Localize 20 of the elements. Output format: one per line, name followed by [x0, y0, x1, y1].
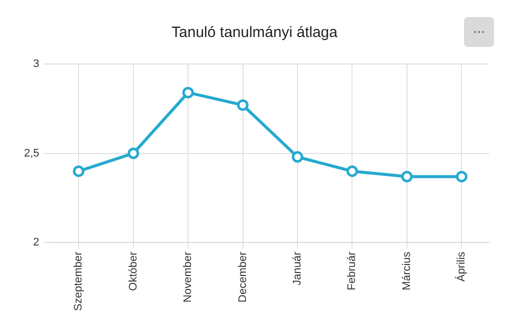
- point: [237, 99, 249, 111]
- x-tick-label: Január: [292, 251, 304, 286]
- y-tick-label: 2: [33, 236, 40, 249]
- x-tick-label: Október: [127, 251, 140, 291]
- point: [72, 165, 84, 177]
- y-tick-label: 3: [33, 58, 40, 70]
- y-tick-label: 2,5: [24, 147, 40, 160]
- x-tick-label: Március: [400, 251, 413, 290]
- x-tick-label: November: [182, 251, 194, 302]
- point: [292, 151, 304, 163]
- point: [128, 148, 140, 160]
- point: [401, 170, 413, 182]
- x-tick-label: Szeptember: [72, 251, 85, 312]
- point: [346, 165, 358, 177]
- point: [456, 170, 468, 182]
- x-tick-label: Február: [346, 251, 358, 290]
- point: [182, 86, 194, 98]
- chart-title: Tanuló tanulmányi átlaga: [172, 24, 338, 42]
- x-tick-label: December: [236, 251, 249, 302]
- x-tick-label: Április: [454, 251, 468, 282]
